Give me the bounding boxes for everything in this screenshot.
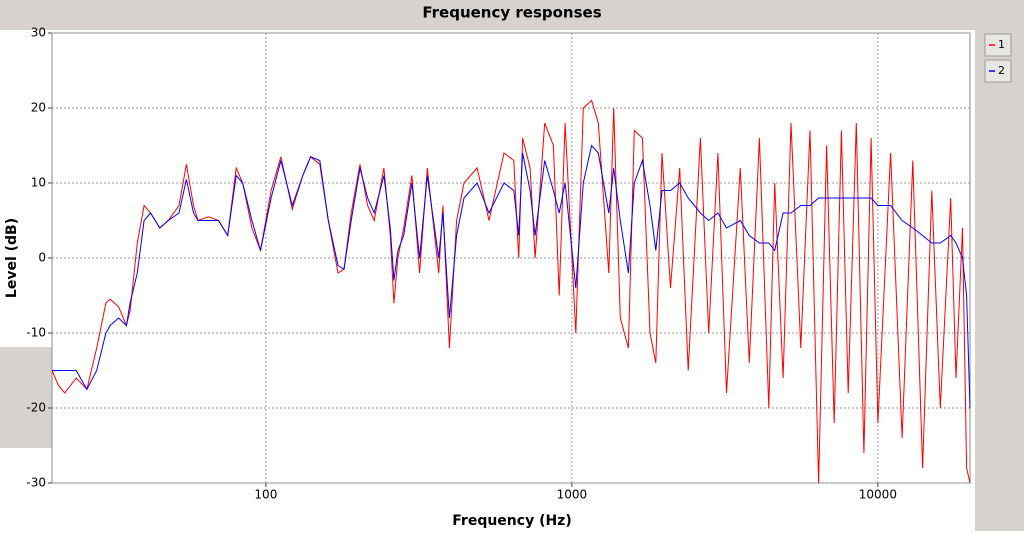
y-tick-label: -20 bbox=[26, 401, 46, 415]
side-panel bbox=[0, 347, 52, 448]
y-tick-label: 30 bbox=[31, 26, 46, 40]
x-tick-label: 10000 bbox=[859, 488, 897, 502]
legend-box bbox=[984, 59, 1012, 83]
y-tick-label: -10 bbox=[26, 326, 46, 340]
legend-box bbox=[984, 33, 1012, 57]
x-axis-label: Frequency (Hz) bbox=[452, 513, 571, 529]
legend-panel bbox=[975, 0, 1024, 531]
series-line bbox=[52, 144, 971, 409]
title-bar bbox=[0, 0, 1024, 30]
y-tick-label: 0 bbox=[38, 251, 46, 265]
y-tick-label: 20 bbox=[31, 101, 46, 115]
legend-label: 2 bbox=[998, 64, 1005, 77]
x-tick-label: 1000 bbox=[557, 488, 588, 502]
y-tick-label: 10 bbox=[31, 176, 46, 190]
y-axis-label: Level (dB) bbox=[4, 218, 20, 298]
x-tick-label: 100 bbox=[254, 488, 277, 502]
y-tick-label: -30 bbox=[26, 476, 46, 490]
legend-label: 1 bbox=[998, 38, 1005, 51]
lines bbox=[51, 99, 971, 484]
chart-title: Frequency responses bbox=[422, 4, 601, 22]
